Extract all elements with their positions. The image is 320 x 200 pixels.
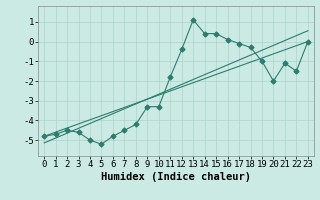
X-axis label: Humidex (Indice chaleur): Humidex (Indice chaleur) [101, 172, 251, 182]
